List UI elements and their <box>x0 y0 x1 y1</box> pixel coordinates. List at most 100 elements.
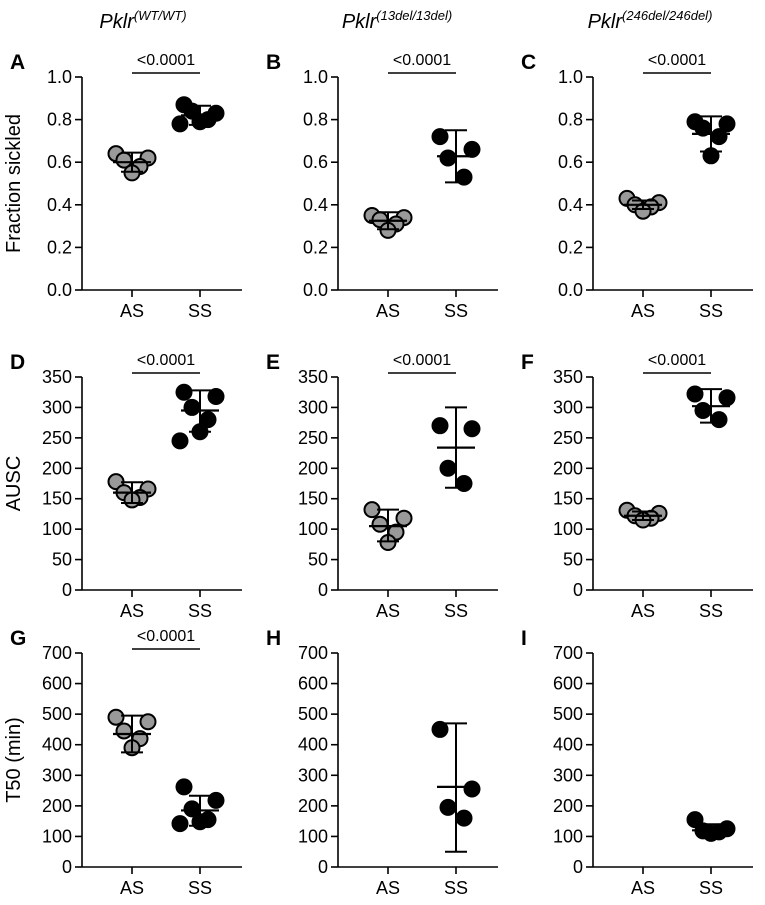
x-tick-label: AS <box>120 301 144 321</box>
y-tick-label: 0.4 <box>558 195 583 215</box>
y-tick-label: 0.4 <box>47 195 72 215</box>
column-header-1: Pklr(WT/WT) <box>99 8 186 33</box>
x-tick-label: SS <box>444 878 468 898</box>
y-tick-label: 0.4 <box>303 195 328 215</box>
data-point <box>171 115 189 133</box>
y-tick-label: 0.2 <box>47 237 72 257</box>
y-tick-label: 50 <box>52 550 72 570</box>
panel-label: I <box>521 627 527 650</box>
panel-label: A <box>10 51 25 74</box>
data-point <box>171 432 189 450</box>
y-tick-label: 0.6 <box>47 152 72 172</box>
y-tick-label: 350 <box>553 367 583 387</box>
panel-label: D <box>10 351 25 374</box>
x-tick-label: SS <box>699 601 723 621</box>
data-point <box>439 459 457 477</box>
x-tick-label: AS <box>376 878 400 898</box>
x-tick-label: SS <box>444 601 468 621</box>
data-point <box>207 791 225 809</box>
y-tick-label: 300 <box>553 765 583 785</box>
significance-label: <0.0001 <box>393 52 451 69</box>
data-point <box>395 509 413 527</box>
x-tick-label: SS <box>444 301 468 321</box>
y-tick-label: 0.0 <box>558 280 583 300</box>
y-tick-label: 250 <box>298 428 328 448</box>
x-tick-label: AS <box>120 601 144 621</box>
y-tick-label: 200 <box>553 796 583 816</box>
significance-label: <0.0001 <box>137 352 195 369</box>
panel-e: E 0 50 100 150 200 250 300 350 AS SS <0.0001 <box>266 351 498 621</box>
data-point <box>710 128 728 146</box>
data-point <box>171 815 189 833</box>
data-point <box>175 383 193 401</box>
data-point <box>107 708 125 726</box>
y-tick-label: 100 <box>42 826 72 846</box>
y-tick-label: 0 <box>62 580 72 600</box>
y-tick-label: 0.8 <box>303 110 328 130</box>
y-tick-label: 0.0 <box>47 280 72 300</box>
y-tick-label: 200 <box>553 458 583 478</box>
y-tick-label: 0.8 <box>558 110 583 130</box>
panels-group: A 0.0 0.2 0.4 0.6 0.8 1.0 AS SS Fraction sickled <… <box>3 51 753 898</box>
data-point <box>439 149 457 167</box>
y-tick-label: 0.2 <box>303 237 328 257</box>
y-tick-label: 0.0 <box>303 280 328 300</box>
column-header-2: Pklr(13del/13del) <box>342 8 452 33</box>
x-tick-label: AS <box>376 601 400 621</box>
y-tick-label: 0 <box>318 580 328 600</box>
x-tick-label: SS <box>699 878 723 898</box>
data-point <box>431 128 449 146</box>
panel-label: C <box>521 51 536 74</box>
y-tick-label: 200 <box>298 458 328 478</box>
y-tick-label: 300 <box>298 765 328 785</box>
y-tick-label: 150 <box>298 489 328 509</box>
y-tick-label: 0 <box>573 580 583 600</box>
y-tick-label: 600 <box>298 674 328 694</box>
y-tick-label: 350 <box>298 367 328 387</box>
y-tick-label: 150 <box>553 489 583 509</box>
panel-d: D 0 50 100 150 200 250 300 350 AS SS AUSC <0.0001 <box>3 351 242 621</box>
data-point <box>139 713 157 731</box>
data-point <box>431 720 449 738</box>
panel-label: H <box>266 627 281 650</box>
panel-c: C 0.0 0.2 0.4 0.6 0.8 1.0 AS SS <0.0001 <box>521 51 753 321</box>
y-axis-label: T50 (min) <box>3 717 25 803</box>
data-point <box>175 778 193 796</box>
y-tick-label: 1.0 <box>558 67 583 87</box>
y-tick-label: 300 <box>42 765 72 785</box>
y-tick-label: 300 <box>553 397 583 417</box>
data-point <box>463 140 481 158</box>
y-tick-label: 200 <box>42 458 72 478</box>
y-tick-label: 1.0 <box>303 67 328 87</box>
x-tick-label: AS <box>631 301 655 321</box>
y-tick-label: 600 <box>553 674 583 694</box>
significance-label: <0.0001 <box>137 628 195 645</box>
data-point <box>455 809 473 827</box>
y-tick-label: 0 <box>318 857 328 877</box>
y-tick-label: 300 <box>298 397 328 417</box>
y-tick-label: 300 <box>42 397 72 417</box>
y-axis-label: Fraction sickled <box>3 114 25 253</box>
panel-g: G 0 100 200 300 400 500 600 700 AS SS T50 (min) <0.0… <box>3 627 242 898</box>
y-tick-label: 600 <box>42 674 72 694</box>
y-tick-label: 700 <box>42 643 72 663</box>
x-tick-label: SS <box>188 878 212 898</box>
y-tick-label: 100 <box>42 519 72 539</box>
y-tick-label: 100 <box>298 519 328 539</box>
y-tick-label: 50 <box>563 550 583 570</box>
data-point <box>710 411 728 429</box>
y-tick-label: 400 <box>42 735 72 755</box>
y-tick-label: 1.0 <box>47 67 72 87</box>
y-tick-label: 700 <box>298 643 328 663</box>
data-point <box>463 420 481 438</box>
panel-label: B <box>266 51 281 74</box>
y-tick-label: 400 <box>298 735 328 755</box>
y-tick-label: 0.2 <box>558 237 583 257</box>
y-tick-label: 500 <box>42 704 72 724</box>
x-tick-label: SS <box>699 301 723 321</box>
data-point <box>183 398 201 416</box>
panel-a: A 0.0 0.2 0.4 0.6 0.8 1.0 AS SS Fraction sickled <… <box>3 51 242 321</box>
data-point <box>686 811 704 829</box>
